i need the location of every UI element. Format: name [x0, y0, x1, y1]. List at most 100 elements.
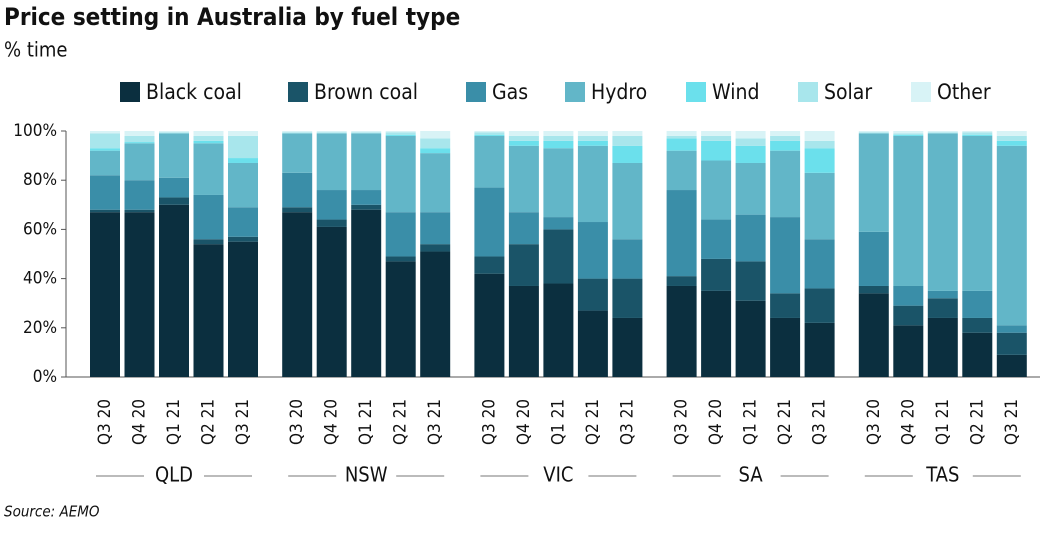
bar-segment [508, 244, 539, 286]
bar-segment [962, 317, 993, 333]
bar-segment [770, 135, 801, 141]
bar-segment [316, 226, 347, 377]
bar-segment [90, 212, 120, 377]
group-label: TAS [925, 463, 959, 487]
x-tick-label: Q3 20 [864, 399, 884, 445]
bar-segment [770, 217, 801, 294]
bar-segment [420, 153, 451, 213]
bar-segment [543, 229, 574, 284]
bar-segment [228, 131, 258, 136]
bar-segment [420, 148, 451, 154]
bar-segment [962, 131, 993, 133]
x-tick-label: Q3 21 [425, 399, 445, 445]
bar-segment [701, 140, 732, 161]
bar-segment [893, 285, 924, 306]
bar-segment [385, 135, 416, 213]
bar-segment [858, 293, 889, 377]
bar-segment [474, 273, 505, 377]
x-tick-label: Q2 21 [967, 399, 987, 445]
bar-segment [770, 140, 801, 151]
bar-segment [612, 317, 643, 377]
bar-segment [228, 241, 258, 377]
bar-segment [804, 322, 835, 377]
bar-segment [735, 131, 766, 139]
bar-segment [282, 131, 313, 133]
x-tick-label: Q4 20 [130, 399, 150, 445]
bar-segment [701, 135, 732, 141]
x-tick-label: Q3 20 [479, 399, 499, 445]
bar-segment [351, 132, 382, 134]
bar-segment [858, 132, 889, 134]
bar-segment [701, 290, 732, 377]
chart-subtitle: % time [4, 38, 67, 62]
bar-segment [90, 209, 120, 213]
bar-segment [666, 150, 697, 191]
bar-segment [962, 132, 993, 135]
bar-segment [316, 190, 347, 220]
y-tick-label: 0% [33, 367, 57, 387]
bar-segment [228, 158, 258, 163]
bar-segment [90, 131, 120, 134]
x-tick-label: Q2 21 [199, 399, 219, 445]
bar-segment [893, 133, 924, 135]
bar-segment [927, 131, 958, 133]
x-tick-label: Q2 21 [775, 399, 795, 445]
bar-segment [385, 212, 416, 257]
bar-segment [385, 256, 416, 262]
bar-segment [701, 160, 732, 220]
bar-segment [474, 187, 505, 257]
bar-segment [804, 140, 835, 149]
bar-segment [508, 140, 539, 146]
bar-segment [612, 278, 643, 318]
x-tick-label: Q4 20 [706, 399, 726, 445]
bar-segment [316, 219, 347, 227]
bar-segment [996, 332, 1027, 355]
bar-segment [385, 132, 416, 135]
x-tick-label: Q1 21 [741, 399, 761, 445]
bar-segment [420, 212, 451, 245]
bar-segment [159, 132, 189, 134]
legend-swatch [798, 82, 818, 102]
group-label: SA [739, 463, 764, 487]
x-tick-label: Q3 20 [95, 399, 115, 445]
bar-segment [385, 134, 416, 136]
bar-segment [508, 212, 539, 245]
group-label: QLD [155, 463, 193, 487]
bar-segment [893, 325, 924, 377]
bar-segment [543, 217, 574, 230]
legend-swatch [686, 82, 706, 102]
legend-swatch [288, 82, 308, 102]
bar-segment [804, 148, 835, 173]
bar-segment [577, 278, 608, 311]
bar-segment [735, 300, 766, 377]
bar-segment [228, 162, 258, 208]
bar-segment [543, 140, 574, 149]
legend-label: Other [937, 80, 991, 104]
bar-segment [996, 145, 1027, 326]
bar-segment [159, 197, 189, 205]
x-tick-label: Q3 21 [810, 399, 830, 445]
bar-segment [543, 148, 574, 218]
legend-swatch [911, 82, 931, 102]
bar-segment [124, 180, 155, 210]
legend-label: Wind [712, 80, 759, 104]
bar-segment [612, 239, 643, 279]
x-tick-label: Q3 20 [287, 399, 307, 445]
bar-segment [124, 212, 155, 377]
bar-segment [666, 190, 697, 277]
bar-segment [474, 134, 505, 136]
bar-segment [804, 288, 835, 323]
bar-segment [124, 143, 155, 181]
bar-segment [474, 132, 505, 135]
bar-segment [159, 131, 189, 133]
group-label: VIC [543, 463, 573, 487]
bar-segment [474, 135, 505, 188]
bar-segment [282, 172, 313, 208]
y-tick-label: 20% [23, 318, 57, 338]
bar-segment [893, 305, 924, 326]
bar-segment [159, 204, 189, 377]
bar-segment [124, 135, 155, 143]
bar-segment [124, 142, 155, 144]
bar-segment [962, 135, 993, 291]
bar-segment [193, 135, 224, 141]
